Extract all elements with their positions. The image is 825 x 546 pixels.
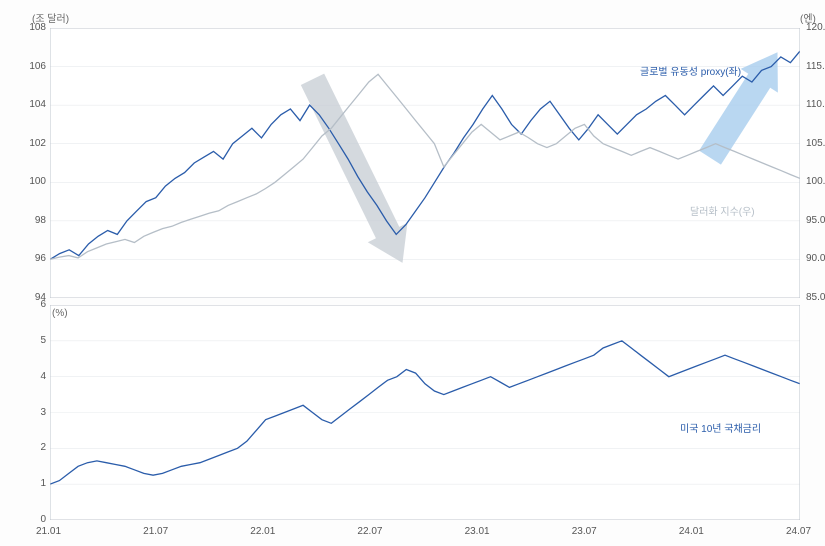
ytick-right: 100.0	[806, 176, 825, 187]
ytick-left: 98	[22, 215, 46, 226]
series-label: 달러화 지수(우)	[690, 203, 755, 218]
ytick-left: 102	[22, 138, 46, 149]
series-label: 미국 10년 국채금리	[680, 420, 761, 435]
ytick-left: 4	[22, 371, 46, 382]
xtick: 23.01	[465, 526, 490, 537]
xtick: 21.07	[143, 526, 168, 537]
ytick-left: 5	[22, 335, 46, 346]
ytick-right: 90.0	[806, 253, 825, 264]
bottom-chart-svg	[50, 305, 800, 520]
xtick: 22.01	[250, 526, 275, 537]
ytick-right: 85.0	[806, 292, 825, 303]
xtick: 24.07	[786, 526, 811, 537]
ytick-left: 108	[22, 22, 46, 33]
ytick-left: 104	[22, 99, 46, 110]
ytick-left: 0	[22, 514, 46, 525]
xtick: 22.07	[357, 526, 382, 537]
ytick-left: 106	[22, 61, 46, 72]
ytick-left: 2	[22, 442, 46, 453]
xtick: 21.01	[36, 526, 61, 537]
xtick: 23.07	[572, 526, 597, 537]
ytick-right: 115.0	[806, 61, 825, 72]
ytick-right: 95.0	[806, 215, 825, 226]
ytick-left: 1	[22, 478, 46, 489]
ytick-right: 120.0	[806, 22, 825, 33]
ytick-right: 105.0	[806, 138, 825, 149]
ytick-left: 96	[22, 253, 46, 264]
ytick-left: 6	[22, 299, 46, 310]
ytick-right: 110.0	[806, 99, 825, 110]
xtick: 24.01	[679, 526, 704, 537]
bottom-chart	[50, 305, 800, 520]
ytick-left: 3	[22, 407, 46, 418]
bottom-left-axis-label: (%)	[52, 308, 68, 319]
series-label: 글로벌 유동성 proxy(좌)	[640, 63, 741, 78]
ytick-left: 100	[22, 176, 46, 187]
